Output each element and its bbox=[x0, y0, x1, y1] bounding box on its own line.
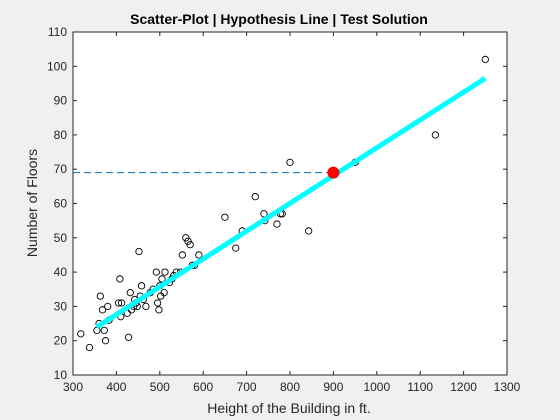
x-tick-label: 1300 bbox=[494, 380, 521, 394]
y-tick-label: 90 bbox=[54, 94, 68, 108]
x-tick-label: 500 bbox=[150, 380, 170, 394]
y-tick-label: 110 bbox=[48, 25, 67, 39]
chart-title: Scatter-Plot | Hypothesis Line | Test So… bbox=[130, 11, 428, 27]
x-tick-label: 1000 bbox=[363, 380, 390, 394]
y-tick-label: 100 bbox=[47, 59, 67, 73]
y-tick-label: 30 bbox=[54, 299, 68, 313]
y-tick-label: 10 bbox=[54, 368, 68, 382]
y-tick-label: 40 bbox=[54, 265, 68, 279]
x-tick-label: 400 bbox=[106, 380, 126, 394]
y-axis-label: Number of Floors bbox=[24, 149, 40, 257]
x-tick-label: 300 bbox=[63, 380, 83, 394]
y-tick-label: 70 bbox=[54, 162, 68, 176]
y-tick-label: 50 bbox=[54, 231, 68, 245]
x-tick-label: 1200 bbox=[450, 380, 477, 394]
x-tick-label: 600 bbox=[193, 380, 213, 394]
test-solution-point bbox=[328, 167, 339, 178]
x-axis-label: Height of the Building in ft. bbox=[207, 400, 370, 416]
x-tick-label: 800 bbox=[280, 380, 300, 394]
x-tick-label: 900 bbox=[323, 380, 343, 394]
x-tick-label: 700 bbox=[237, 380, 257, 394]
y-tick-label: 20 bbox=[54, 334, 68, 348]
x-tick-label: 1100 bbox=[407, 380, 433, 394]
y-tick-label: 60 bbox=[54, 197, 68, 211]
y-tick-label: 80 bbox=[54, 128, 68, 142]
